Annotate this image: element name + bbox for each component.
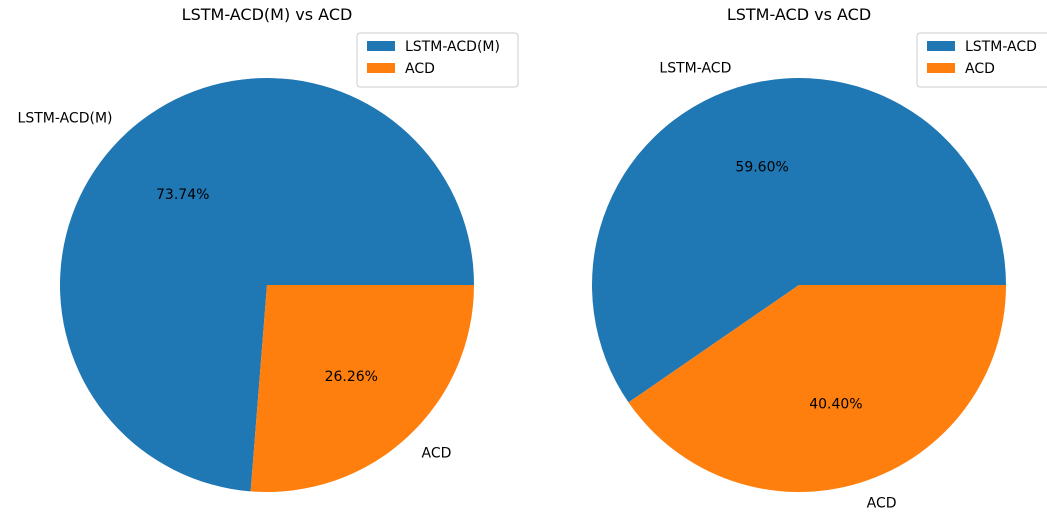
pie-chart-left: LSTM-ACD(M) vs ACD 73.74% LSTM-ACD(M) 26.26… — [18, 5, 519, 492]
chart-title: LSTM-ACD vs ACD — [727, 5, 871, 24]
legend-label-acd: ACD — [965, 61, 995, 77]
legend-swatch-acd — [927, 63, 955, 73]
legend-swatch-acd — [367, 63, 395, 73]
legend-frame — [356, 32, 519, 88]
pie-slice-acd — [250, 285, 474, 492]
legend-swatch-lstm-acd — [927, 41, 955, 51]
chart-title: LSTM-ACD(M) vs ACD — [182, 5, 353, 24]
pie-slice-acd — [628, 285, 1006, 493]
legend: LSTM-ACD(M) ACD — [356, 32, 519, 88]
slice-label-acd: ACD — [422, 445, 452, 461]
legend-label-lstm-acd: LSTM-ACD — [965, 39, 1037, 55]
percent-label-lstm-acd-m: 73.74% — [156, 187, 209, 203]
legend: LSTM-ACD ACD — [916, 32, 1047, 88]
slice-label-acd: ACD — [867, 495, 897, 511]
percent-label-lstm-acd: 59.60% — [735, 159, 788, 175]
legend-swatch-lstm-acd-m — [367, 41, 395, 51]
pie-slice-lstm-acd — [592, 77, 1006, 403]
slice-label-lstm-acd: LSTM-ACD — [659, 61, 731, 77]
pie-slice-lstm-acd-m — [60, 78, 475, 492]
legend-label-acd: ACD — [405, 61, 435, 77]
slice-label-lstm-acd-m: LSTM-ACD(M) — [18, 111, 113, 127]
percent-label-acd: 26.26% — [325, 369, 378, 385]
percent-label-acd: 40.40% — [809, 397, 862, 413]
pie-chart-right: LSTM-ACD vs ACD59.60%LSTM-ACD40.40%ACDLS… — [592, 5, 1047, 511]
legend-label-lstm-acd-m: LSTM-ACD(M) — [405, 39, 500, 55]
